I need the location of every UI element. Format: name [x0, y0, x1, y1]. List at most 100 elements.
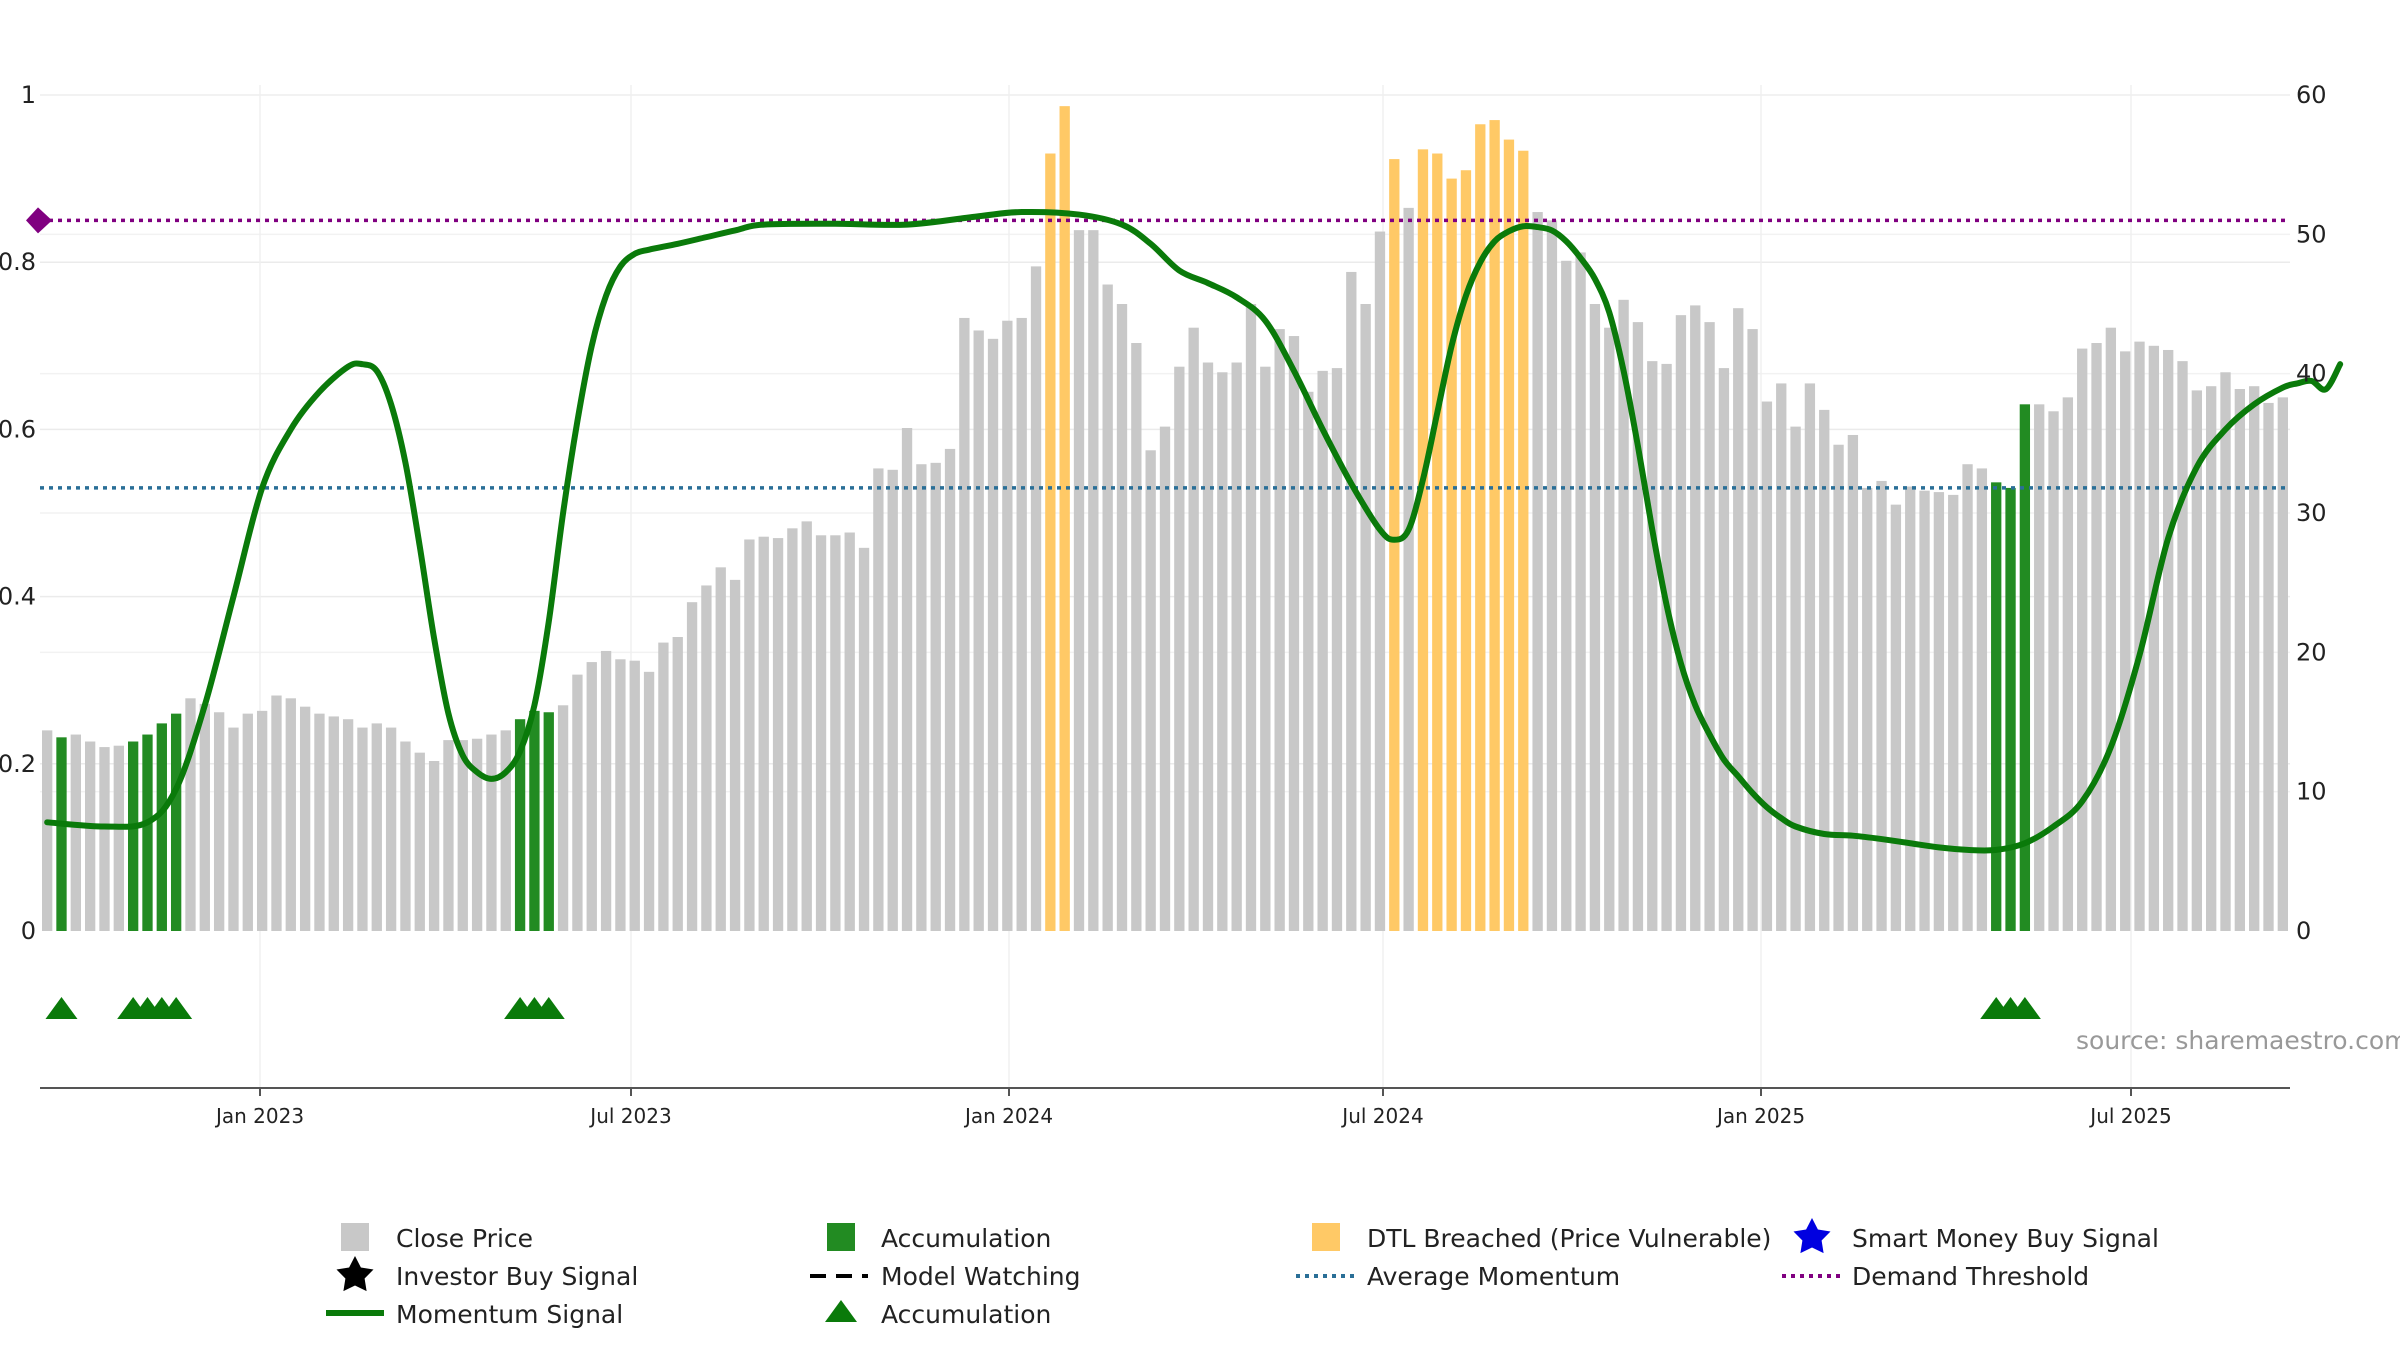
legend-label: Accumulation: [881, 1224, 1051, 1253]
close-price-bar: [1245, 304, 1257, 931]
close-price-bar: [2249, 386, 2260, 931]
close-price-bar: [1962, 464, 1973, 931]
legend-item-investor-buy: Investor Buy Signal: [336, 1256, 638, 1292]
accumulation-bar: [142, 734, 153, 931]
close-price-bar: [830, 535, 841, 931]
legend-orange-square: [1312, 1223, 1340, 1251]
close-price-bar: [1675, 315, 1687, 931]
close-price-bar: [185, 698, 196, 931]
close-price-bar: [1919, 490, 1930, 931]
close-price-bar: [242, 713, 253, 931]
close-price-bar: [99, 747, 110, 931]
close-price-bar: [758, 536, 769, 931]
legend-label: Accumulation: [881, 1300, 1051, 1329]
close-price-bar: [1016, 317, 1027, 931]
legend-item-momentum-signal: Momentum Signal: [326, 1300, 623, 1329]
momentum-signal-line: [44, 208, 2344, 854]
close-price-bar: [787, 528, 798, 931]
close-price-bar: [299, 706, 311, 931]
close-price-bar: [2206, 386, 2217, 931]
close-price-bar: [357, 727, 368, 931]
y-right-tick-label: 40: [2296, 360, 2327, 388]
close-price-bar: [1145, 450, 1156, 931]
y-left-tick-label: 0.4: [0, 583, 36, 611]
close-price-bar: [2163, 349, 2174, 932]
close-price-bar: [715, 567, 726, 931]
accumulation-triangle: [532, 997, 565, 1019]
close-price-bar: [314, 713, 325, 931]
close-price-bar: [271, 695, 282, 931]
axes: [40, 1087, 2290, 1096]
accumulation-bar: [127, 741, 139, 931]
close-price-bar: [2105, 327, 2117, 932]
y-left-tick-label: 0.8: [0, 248, 36, 276]
close-price-bar: [1030, 266, 1042, 931]
close-price-bar: [2234, 388, 2245, 931]
legend: Close Price Accumulation DTL Breached (P…: [326, 1218, 2159, 1329]
x-tick-label: Jan 2023: [214, 1104, 304, 1128]
close-price-bar: [443, 740, 454, 931]
close-price-bar: [744, 539, 755, 931]
close-price-bar: [615, 659, 626, 931]
dtl-breached-bar: [1045, 153, 1056, 931]
close-price-bar: [1647, 361, 1658, 931]
close-price-bar: [1833, 444, 1844, 931]
close-price-bar: [2134, 341, 2145, 931]
close-price-bar: [1274, 329, 1285, 932]
close-price-bar: [987, 338, 999, 931]
blue-star-icon: [1793, 1218, 1831, 1254]
legend-item-model-watching: Model Watching: [810, 1262, 1081, 1291]
legend-item-accumulation: Accumulation: [827, 1223, 1051, 1253]
close-price-bar: [400, 741, 411, 931]
y-right-tick-label: 60: [2296, 81, 2327, 109]
accumulation-markers: [45, 997, 2041, 1019]
close-price-bar: [1847, 434, 1859, 931]
close-price-bar: [1890, 504, 1902, 931]
close-price-bar: [2048, 411, 2059, 932]
dtl-breached-bar: [1389, 159, 1400, 932]
close-price-bar: [1862, 487, 1873, 931]
close-price-bar: [1905, 486, 1916, 931]
close-price-bar: [1331, 368, 1343, 931]
close-price-bar: [328, 716, 339, 931]
close-price-bar: [1002, 320, 1013, 932]
dtl-breached-bar: [1446, 178, 1457, 932]
close-price-bar: [873, 468, 884, 931]
accumulation-bar: [1991, 482, 2002, 931]
dtl-breached-bar: [1432, 153, 1443, 931]
close-price-bar: [256, 710, 268, 931]
close-price-bar: [1790, 426, 1801, 931]
legend-item-accumulation-triangle: Accumulation: [825, 1300, 1051, 1329]
y-right-tick-label: 20: [2296, 638, 2327, 666]
accumulation-bar: [56, 737, 67, 931]
close-price-bar: [1561, 260, 1572, 932]
close-price-bar: [1116, 304, 1128, 931]
close-price-bar: [1088, 230, 1099, 932]
close-price-bar: [2034, 404, 2045, 931]
demand-threshold-marker: [26, 207, 52, 234]
close-price-bar: [1102, 284, 1113, 931]
close-price-bar: [572, 674, 583, 931]
close-price-bar: [2277, 397, 2288, 931]
close-price-bar: [1374, 231, 1386, 932]
y-left-tick-label: 0.6: [0, 415, 36, 443]
close-price-bar: [959, 317, 970, 931]
close-price-bar: [729, 579, 741, 931]
close-price-bar: [1776, 383, 1787, 931]
close-price-bar: [1159, 426, 1171, 931]
close-price-bar: [1546, 220, 1558, 931]
close-price-bar: [371, 723, 382, 931]
accumulation-bar: [2005, 487, 2016, 931]
source-label: source: sharemaestro.com: [2076, 1026, 2400, 1055]
close-price-bar: [901, 428, 913, 931]
dtl-breached-bar: [1417, 149, 1429, 932]
dtl-breached-bar: [1059, 106, 1070, 931]
close-price-bar: [42, 730, 53, 931]
close-price-bar: [887, 469, 898, 931]
legend-label: Close Price: [396, 1224, 533, 1253]
close-price-bar: [1819, 409, 1830, 932]
close-price-bar: [1618, 299, 1629, 931]
close-price-bar: [686, 602, 698, 931]
